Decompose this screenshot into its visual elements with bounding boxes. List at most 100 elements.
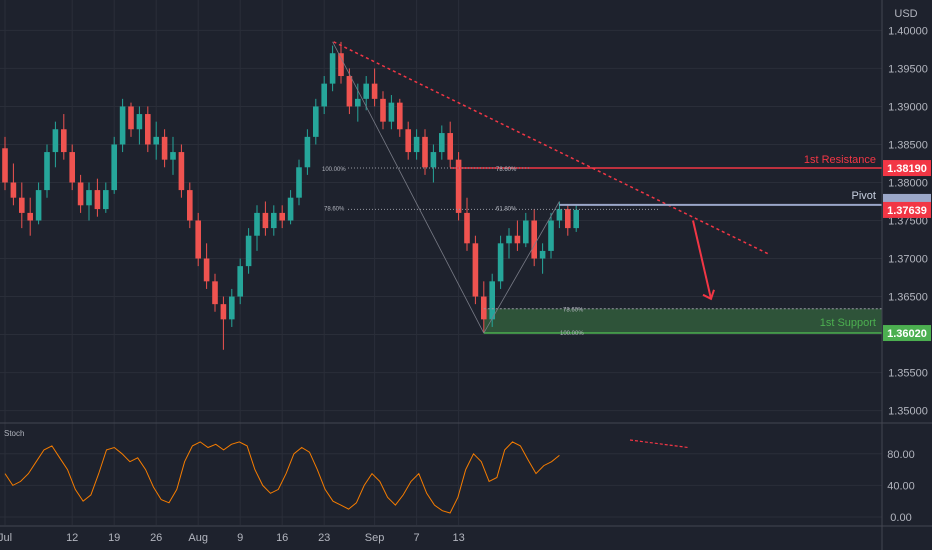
pivot-label: Pivot (852, 190, 876, 202)
price-tick-label: 1.35000 (888, 406, 928, 418)
downtrend-line (333, 41, 771, 256)
candle-body (296, 167, 302, 198)
price-tick-label: 1.39000 (888, 101, 928, 113)
price-tick-label: 1.37500 (888, 216, 928, 228)
candle-body (497, 243, 504, 282)
price-tick-label: 1.39500 (888, 63, 928, 75)
candle-body (103, 190, 109, 210)
resistance-price-badge-text: 1.38190 (887, 163, 927, 175)
candle-body (287, 197, 294, 221)
candle-body (329, 53, 336, 84)
price-tick-label: 1.35500 (888, 368, 928, 380)
candle-body (279, 212, 285, 221)
price-tick-label: 1.36500 (888, 292, 928, 304)
candle-body (405, 129, 411, 153)
candle-body (245, 235, 252, 267)
time-tick-label: 16 (276, 532, 288, 544)
candle-body (430, 152, 437, 168)
support-price-badge-text: 1.36020 (887, 328, 927, 340)
candle-body (19, 197, 25, 213)
candle-body (128, 106, 134, 130)
candle-body (439, 133, 445, 153)
candle-body (187, 190, 193, 221)
candle-body (388, 102, 395, 122)
time-tick-label: 12 (66, 532, 78, 544)
price-tick-label: 1.40000 (888, 25, 928, 37)
candle-body (195, 220, 201, 259)
time-tick-label: 23 (318, 532, 330, 544)
candle-body (35, 190, 42, 221)
candle-body (447, 133, 453, 160)
candle-body (523, 220, 529, 244)
stoch-tick-label: 0.00 (890, 512, 911, 524)
time-tick-label: 26 (150, 532, 162, 544)
fib-level-label: 100.00% (560, 331, 584, 337)
price-tick-label: 1.38500 (888, 139, 928, 151)
candle-body (27, 212, 33, 221)
candle-body (161, 136, 168, 160)
candle-body (2, 148, 8, 183)
candle-body (262, 212, 269, 229)
candle-body (237, 266, 243, 297)
candle-body (178, 152, 185, 191)
resistance-price-badge (883, 160, 931, 177)
fib-level-label: 78.60% (563, 308, 584, 314)
candle-body (565, 209, 571, 229)
price-tick-label: 1.38000 (888, 177, 928, 189)
grid-lines (0, 0, 882, 525)
candle-body (10, 182, 17, 198)
candle-body (229, 296, 235, 320)
candle-body (145, 114, 151, 145)
resistance-label: 1st Resistance (804, 154, 876, 166)
candle-body (413, 136, 420, 153)
fib-level-label: 61.80% (496, 206, 517, 212)
candle-body (548, 220, 554, 251)
time-tick-label: 9 (237, 532, 243, 544)
support-price-badge (883, 325, 931, 342)
candle-body (111, 144, 117, 191)
support-zone (483, 308, 882, 334)
candle-body (481, 296, 487, 320)
candle-body (321, 83, 327, 107)
time-tick-label: Aug (188, 532, 208, 544)
candle-body (203, 258, 210, 282)
candle-body (136, 114, 143, 130)
candle-body (313, 106, 319, 137)
drawing-layer: 1st Resistance Pivot 1st Support 100.00% 78.… (322, 41, 882, 337)
candle-body (61, 129, 67, 153)
candle-body (380, 98, 386, 122)
candle-body (170, 152, 176, 160)
candle-body (573, 209, 579, 229)
candle-body (355, 98, 361, 107)
candlestick-series (2, 41, 579, 350)
candle-body (489, 281, 495, 320)
candle-body (455, 159, 462, 213)
candle-body (371, 83, 378, 99)
time-tick-label: 19 (108, 532, 120, 544)
candle-body (346, 76, 353, 107)
forecast-arrow-head (702, 289, 715, 301)
candle-body (363, 83, 369, 99)
swing-leg (483, 201, 560, 334)
time-tick-label: 13 (452, 532, 464, 544)
swing-leg (332, 41, 485, 334)
support-label: 1st Support (820, 317, 876, 329)
candle-body (44, 152, 50, 191)
candle-body (472, 243, 479, 297)
time-tick-label: 7 (414, 532, 420, 544)
stoch-line (4, 441, 560, 514)
candle-body (52, 129, 59, 153)
forecast-arrow (692, 220, 712, 300)
candle-body (304, 136, 311, 168)
candle-body (422, 136, 428, 168)
price-tick-label: 1.37000 (888, 254, 928, 266)
time-tick-label: Jul (0, 532, 12, 544)
stoch-tick-label: 80.00 (887, 449, 915, 461)
candle-body (506, 235, 512, 244)
pivot-marker (883, 193, 931, 204)
candle-body (338, 53, 344, 77)
currency-label: USD (894, 8, 917, 20)
candle-body (77, 182, 84, 206)
candle-body (153, 136, 159, 145)
